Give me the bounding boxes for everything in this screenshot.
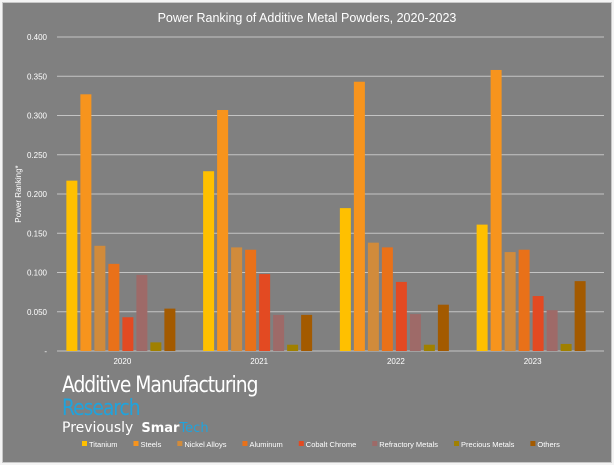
y-tick-label: - (44, 347, 47, 356)
bar-precious-metals (287, 344, 299, 351)
y-tick-label: 0.150 (27, 229, 48, 238)
x-tick-label: 2021 (250, 357, 268, 366)
legend-swatch (298, 441, 304, 446)
y-tick-label: 0.200 (27, 190, 48, 199)
legend-swatch (82, 441, 87, 446)
legend-swatch (133, 441, 139, 446)
legend-swatch (454, 441, 460, 446)
bar-steels (217, 110, 229, 351)
bar-nickel-alloys (504, 252, 516, 351)
logo-previously: Previously SmarTech (62, 420, 209, 436)
bar-steels (80, 94, 92, 352)
bar-aluminum (381, 247, 393, 351)
bar-refractory-metals (409, 314, 421, 351)
y-tick-label: 0.400 (27, 33, 48, 42)
bar-others (301, 314, 313, 351)
bar-steels (490, 69, 502, 351)
y-tick-label: 0.100 (27, 269, 48, 278)
brand-a: Smar (141, 421, 180, 436)
bar-cobalt-chrome (122, 317, 134, 351)
legend-item: Aluminum (249, 440, 282, 449)
bar-others (164, 308, 176, 351)
bar-precious-metals (560, 343, 572, 351)
legend-swatch (242, 441, 248, 446)
bar-nickel-alloys (367, 242, 379, 351)
bar-aluminum (245, 249, 257, 351)
bar-titanium (339, 208, 351, 351)
y-tick-label: 0.350 (27, 72, 48, 81)
bar-refractory-metals (136, 274, 148, 351)
previously-text: Previously (62, 420, 134, 436)
legend-item: Refractory Metals (379, 440, 438, 449)
bar-precious-metals (150, 342, 162, 351)
bar-others (437, 304, 449, 351)
legend-item: Precious Metals (461, 440, 515, 449)
bar-nickel-alloys (94, 245, 106, 351)
legend-swatch (530, 441, 536, 446)
legend-item: Nickel Alloys (184, 440, 226, 449)
bar-titanium (203, 171, 215, 351)
bar-others (574, 281, 586, 351)
legend-swatch (177, 441, 183, 446)
y-axis-label: Power Ranking* (14, 165, 23, 222)
legend-swatch (372, 441, 378, 446)
bar-refractory-metals (546, 310, 558, 351)
bar-cobalt-chrome (532, 296, 544, 351)
bar-aluminum (518, 249, 530, 351)
y-tick-label: 0.300 (27, 112, 48, 121)
legend-item: Others (537, 440, 560, 449)
y-tick-label: 0.250 (27, 151, 48, 160)
y-tick-label: 0.050 (27, 308, 48, 317)
x-tick-label: 2022 (387, 357, 405, 366)
x-tick-label: 2023 (524, 357, 542, 366)
brand-b: Tech (179, 421, 209, 436)
bar-cobalt-chrome (395, 281, 407, 351)
bar-precious-metals (423, 344, 435, 351)
bar-titanium (476, 224, 488, 351)
legend-item: Steels (140, 440, 161, 449)
bar-refractory-metals (273, 314, 285, 351)
bar-titanium (66, 180, 78, 351)
smartech-logo: SmarTech (141, 421, 208, 436)
x-tick-label: 2020 (113, 357, 131, 366)
legend-item: Titanium (89, 440, 117, 449)
chart-title: Power Ranking of Additive Metal Powders,… (158, 11, 457, 25)
bar-nickel-alloys (231, 247, 243, 351)
legend-item: Cobalt Chrome (306, 440, 356, 449)
bar-aluminum (108, 263, 120, 351)
bar-steels (353, 81, 365, 352)
logo-line1: Additive Manufacturing (62, 373, 258, 398)
logo-line2: Research (62, 396, 141, 421)
bar-cobalt-chrome (259, 274, 271, 351)
